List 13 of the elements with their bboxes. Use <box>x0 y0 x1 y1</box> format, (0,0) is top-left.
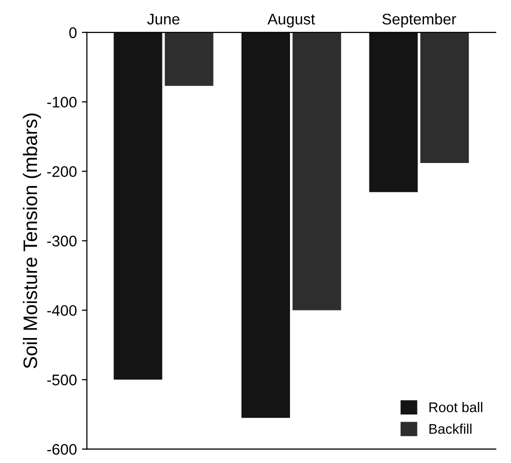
y-tick-label: -500 <box>47 374 77 386</box>
y-tick-label: -200 <box>47 166 77 177</box>
legend-label: Root ball <box>429 402 482 412</box>
y-tick-label: -400 <box>47 305 77 316</box>
y-tick-label: -100 <box>47 96 77 108</box>
legend-label: Backfill <box>429 424 472 434</box>
y-axis-title: Soil Moisture Tension (mbars) <box>22 114 42 368</box>
y-tick-label: -300 <box>47 236 77 246</box>
y-tick-label: -600 <box>47 444 77 455</box>
x-tick-label: September <box>382 13 456 28</box>
x-tick-label: August <box>268 14 315 28</box>
x-tick-label: June <box>147 14 180 25</box>
y-tick-label: 0 <box>69 27 77 38</box>
